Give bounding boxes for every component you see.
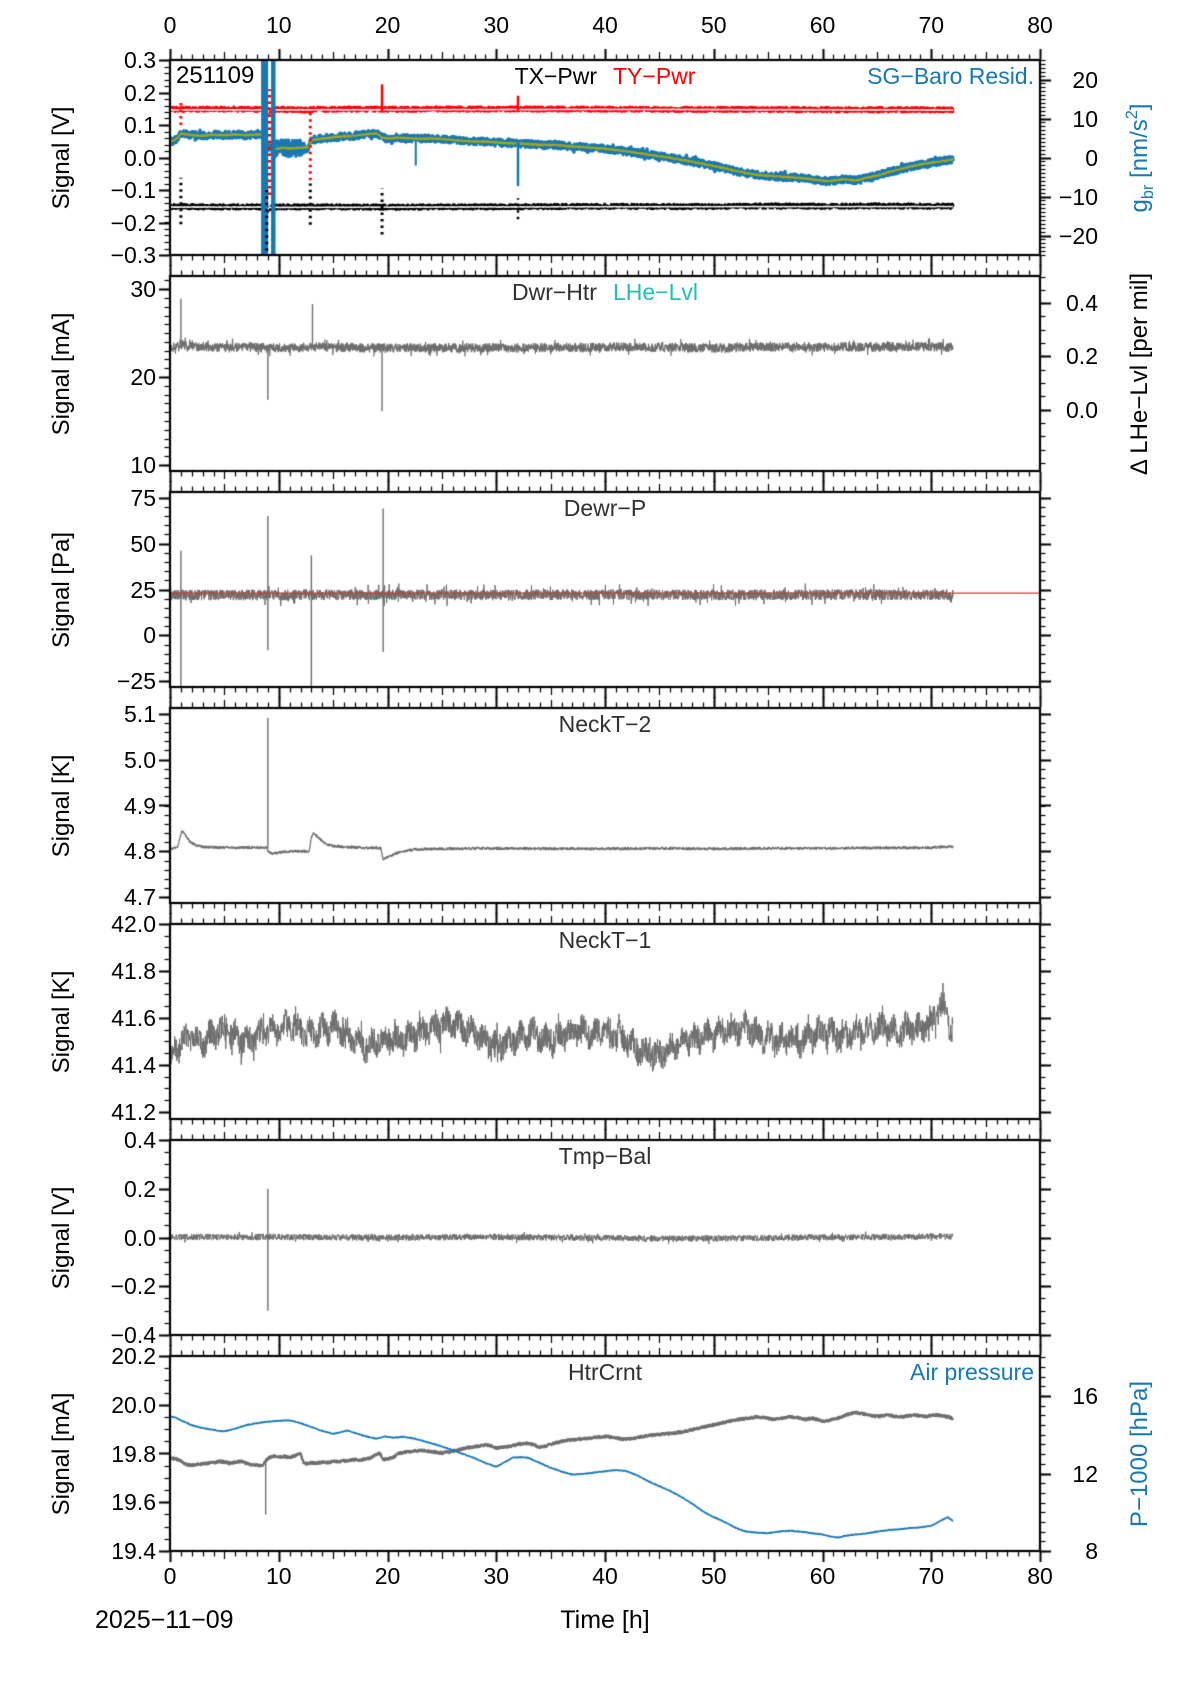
figure: 0.3 0.2 0.1 0.0 −0.1 −0.2 −0.3 20 10 0 −10 −20 Signa… — [0, 0, 1190, 1684]
figure-canvas — [0, 0, 1190, 1684]
